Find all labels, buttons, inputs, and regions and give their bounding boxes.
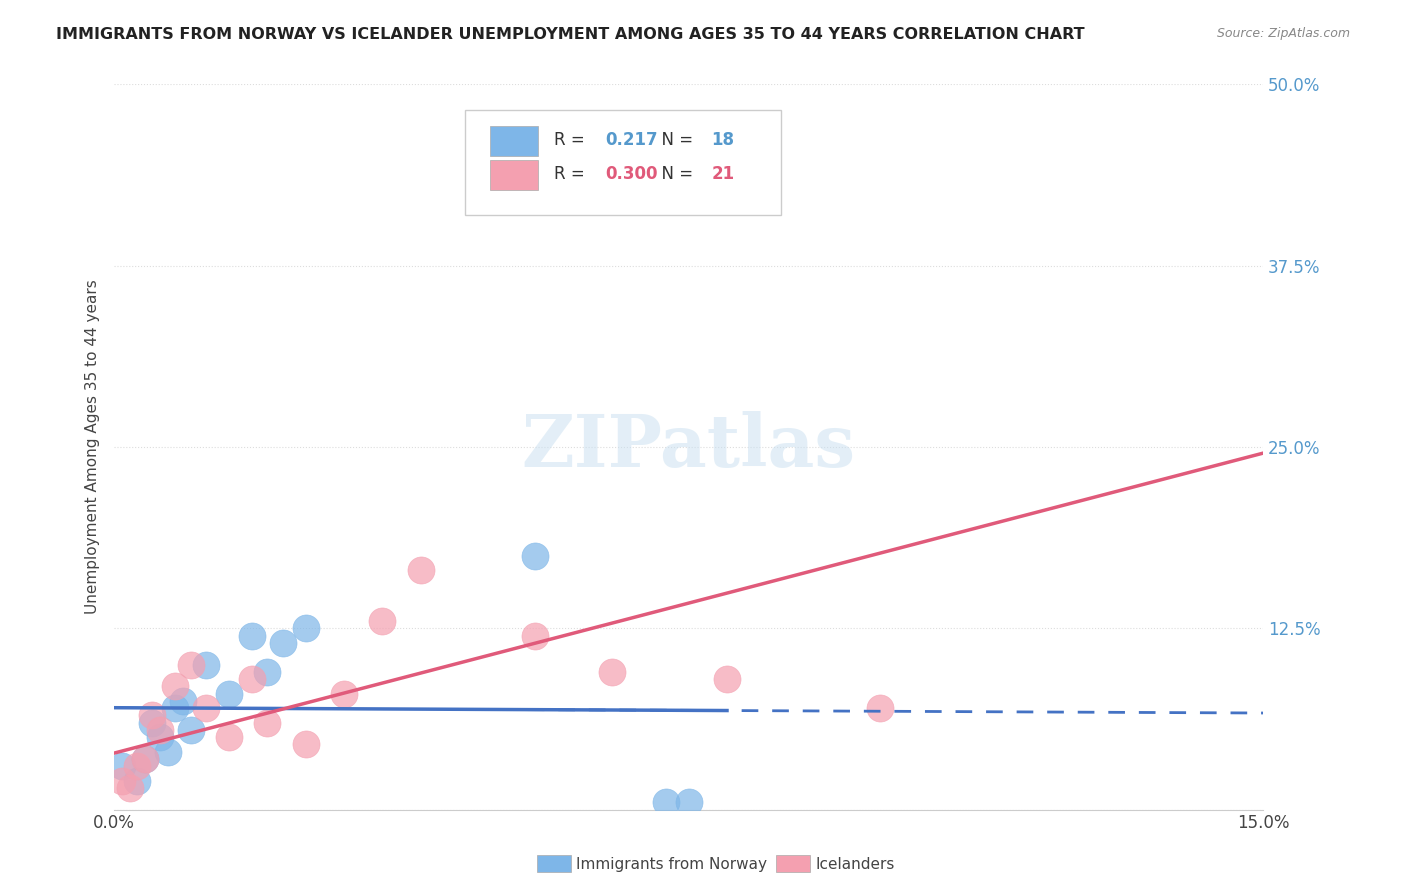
Point	[165, 679, 187, 693]
Text: 18: 18	[711, 131, 735, 149]
Point	[195, 657, 218, 672]
Point	[600, 665, 623, 679]
Point	[240, 672, 263, 686]
Text: R =: R =	[554, 131, 591, 149]
Text: 21: 21	[711, 165, 735, 184]
Point	[149, 730, 172, 744]
Point	[118, 780, 141, 795]
Point	[149, 723, 172, 737]
Point	[180, 723, 202, 737]
Point	[180, 657, 202, 672]
Point	[271, 636, 294, 650]
Point	[172, 694, 194, 708]
Point	[111, 773, 134, 788]
Point	[218, 686, 240, 700]
Point	[333, 686, 356, 700]
Text: N =: N =	[651, 131, 699, 149]
Point	[141, 708, 163, 723]
FancyBboxPatch shape	[464, 110, 780, 215]
Point	[134, 752, 156, 766]
Point	[371, 614, 394, 628]
Point	[524, 628, 547, 642]
Text: IMMIGRANTS FROM NORWAY VS ICELANDER UNEMPLOYMENT AMONG AGES 35 TO 44 YEARS CORRE: IMMIGRANTS FROM NORWAY VS ICELANDER UNEM…	[56, 27, 1085, 42]
Point	[294, 621, 316, 635]
Point	[654, 795, 676, 809]
FancyBboxPatch shape	[489, 160, 538, 190]
Point	[869, 701, 891, 715]
Point	[256, 665, 278, 679]
Point	[111, 759, 134, 773]
Text: N =: N =	[651, 165, 699, 184]
Point	[156, 745, 179, 759]
Point	[409, 563, 432, 577]
Point	[134, 752, 156, 766]
Text: ZIPatlas: ZIPatlas	[522, 411, 856, 483]
Text: 0.217: 0.217	[605, 131, 658, 149]
Y-axis label: Unemployment Among Ages 35 to 44 years: Unemployment Among Ages 35 to 44 years	[86, 279, 100, 615]
Text: Immigrants from Norway: Immigrants from Norway	[576, 857, 768, 871]
Point	[218, 730, 240, 744]
Point	[716, 672, 738, 686]
Point	[127, 759, 149, 773]
Text: 0.300: 0.300	[605, 165, 658, 184]
Point	[195, 701, 218, 715]
Point	[127, 773, 149, 788]
Text: R =: R =	[554, 165, 591, 184]
Point	[240, 628, 263, 642]
Point	[678, 795, 700, 809]
FancyBboxPatch shape	[489, 126, 538, 156]
Point	[141, 715, 163, 730]
Text: Source: ZipAtlas.com: Source: ZipAtlas.com	[1216, 27, 1350, 40]
Point	[256, 715, 278, 730]
Point	[165, 701, 187, 715]
Text: Icelanders: Icelanders	[815, 857, 894, 871]
Point	[294, 737, 316, 751]
Point	[524, 549, 547, 563]
